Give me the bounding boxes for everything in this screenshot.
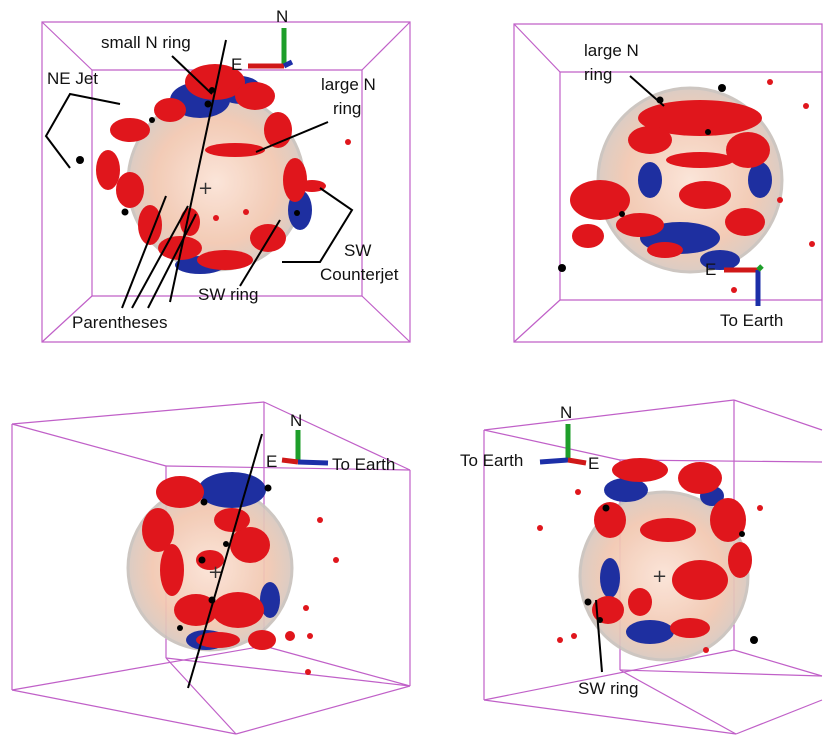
ejecta-blobs <box>142 472 339 675</box>
n-axis <box>756 264 764 272</box>
sw-ring-label: SW ring <box>578 679 638 698</box>
bounding-box <box>41 21 411 343</box>
e-axis-label: E <box>705 260 716 279</box>
orientation-triad: N To Earth E <box>460 403 599 473</box>
sw-counterjet-label-line1: SW <box>344 241 371 260</box>
parentheses-leader-2 <box>131 205 189 309</box>
small-n-ring-leader <box>171 55 213 95</box>
black-knots <box>76 87 300 216</box>
large-n-ring-label-line2: ring <box>333 99 361 118</box>
large-n-ring-label-line1: large N <box>321 75 376 94</box>
n-axis-label: N <box>560 403 572 422</box>
panel-bottom-left: + N E To Earth <box>11 401 411 735</box>
ejecta-blobs <box>537 458 763 653</box>
e-axis-label: E <box>231 55 242 74</box>
center-marker: + <box>652 566 667 587</box>
large-n-ring-leader <box>255 121 329 153</box>
ne-jet-label: NE Jet <box>47 69 98 88</box>
jet-axis-line <box>169 39 227 303</box>
e-axis-label: E <box>588 454 599 473</box>
parentheses-leader-1 <box>121 195 167 309</box>
black-knots <box>558 84 726 272</box>
sw-ring-label: SW ring <box>198 285 258 304</box>
small-n-ring-label: small N ring <box>101 33 191 52</box>
earth-axis <box>539 457 569 465</box>
sw-counterjet-label-line2: Counterjet <box>320 265 399 284</box>
earth-axis-label: To Earth <box>720 311 783 330</box>
red-ejecta <box>142 476 339 675</box>
earth-axis-label: To Earth <box>332 455 395 474</box>
large-n-ring-label-line2: ring <box>584 65 612 84</box>
sw-ring-leader <box>239 219 281 287</box>
remnant-shell-sphere <box>578 490 750 662</box>
panel-top-left: + N E small N ring NE Jet large N ring S… <box>41 7 411 343</box>
ejecta-blobs <box>558 79 815 293</box>
e-axis <box>567 457 587 466</box>
earth-axis <box>297 459 329 466</box>
panel-bottom-right: + N To Earth E SW ring <box>460 399 823 735</box>
n-axis-label: N <box>276 7 288 26</box>
sw-ring-leader <box>595 599 603 673</box>
earth-axis <box>282 59 294 69</box>
jet-axis-line <box>187 433 263 689</box>
black-knots <box>584 504 758 644</box>
sw-counterjet-bracket <box>282 187 354 263</box>
e-axis-label: E <box>266 452 277 471</box>
parentheses-label: Parentheses <box>72 313 167 332</box>
red-ejecta <box>537 458 763 653</box>
bounding-box <box>513 23 823 343</box>
parentheses-leader-3 <box>147 213 197 309</box>
large-n-ring-leader <box>629 75 665 107</box>
earth-axis-label: To Earth <box>460 451 523 470</box>
panel-top-right: E To Earth large N ring <box>513 23 823 343</box>
blue-ejecta <box>600 478 724 644</box>
center-marker: + <box>198 178 213 199</box>
red-ejecta <box>570 79 815 293</box>
orientation-triad: N E <box>231 7 294 74</box>
orientation-triad: N E To Earth <box>266 411 395 474</box>
large-n-ring-label-line1: large N <box>584 41 639 60</box>
ejecta-blobs <box>76 64 351 274</box>
ne-jet-bracket <box>44 92 121 169</box>
red-ejecta <box>96 64 351 270</box>
orientation-triad: E To Earth <box>705 260 783 330</box>
e-axis <box>281 457 299 465</box>
n-axis-label: N <box>290 411 302 430</box>
